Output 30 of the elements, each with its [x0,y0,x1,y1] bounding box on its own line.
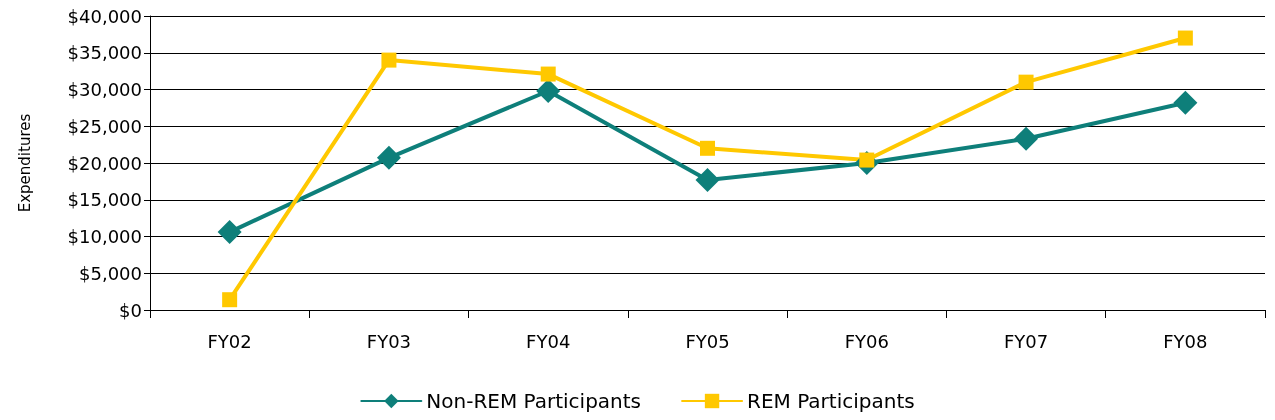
point [1014,126,1039,151]
legend-label: Non-REM Participants [426,389,642,413]
y-axis-title: Expenditures [15,113,34,213]
y-tick-label: $0 [119,299,142,321]
y-tick-label: $30,000 [67,79,142,100]
point [1177,30,1193,46]
point [217,220,242,245]
x-tick-label: FY07 [1003,330,1049,352]
y-tick-label: $35,000 [67,42,142,64]
point [376,145,401,170]
y-tick-label: $10,000 [67,226,142,247]
point [222,292,238,308]
legend-label: REM Participants [747,389,915,413]
point [1173,90,1198,115]
x-tick-label: FY03 [366,330,412,352]
point [1018,74,1034,90]
point [700,140,715,156]
x-tick-label: FY02 [207,330,252,352]
y-tick-label: $20,000 [67,152,142,174]
y-tick-label: $5,000 [79,262,142,284]
y-tick-label: $40,000 [67,5,142,27]
x-tick-label: FY08 [1163,330,1208,352]
point [381,52,397,68]
point [695,167,720,192]
y-tick-label: $15,000 [67,189,142,211]
y-tick-label: $25,000 [67,115,142,137]
point [540,66,556,82]
x-tick-label: FY05 [685,330,730,352]
x-tick-label: FY04 [526,330,571,352]
x-tick-label: FY06 [844,330,889,352]
